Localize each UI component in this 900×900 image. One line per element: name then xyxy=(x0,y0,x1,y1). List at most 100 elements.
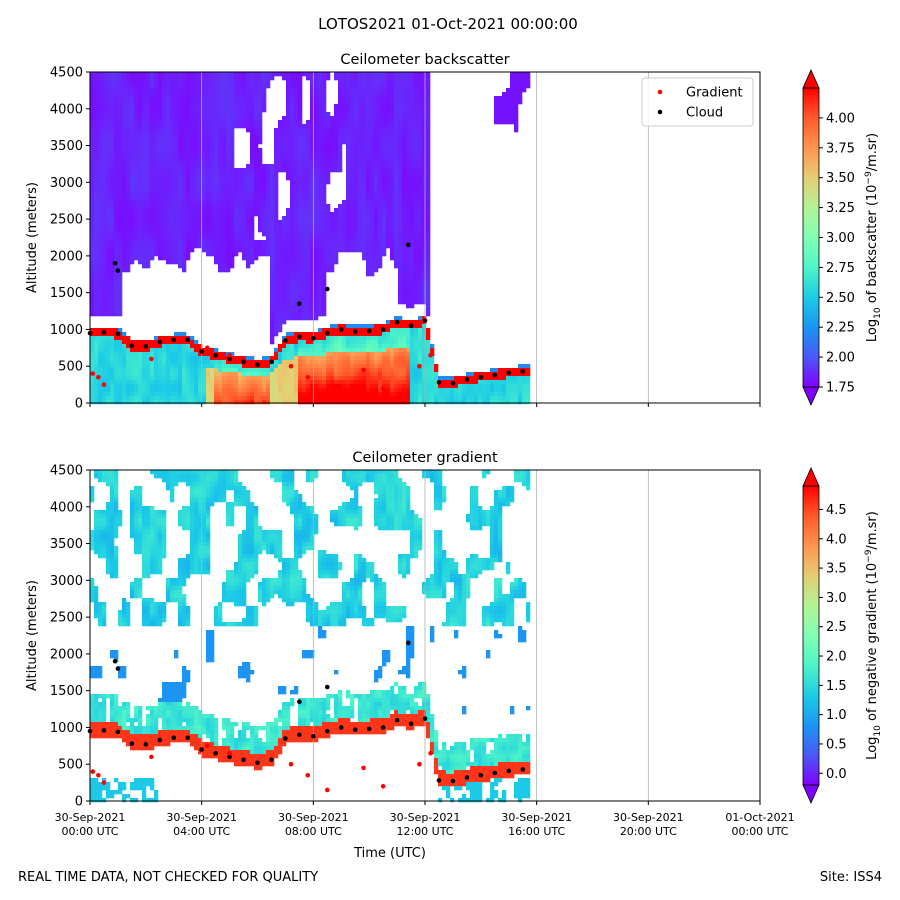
heatmap-cell xyxy=(350,132,355,137)
heatmap-cell xyxy=(154,116,159,121)
heatmap-cell xyxy=(182,124,187,129)
heatmap-cell xyxy=(290,312,295,317)
heatmap-cell xyxy=(210,368,215,373)
heatmap-cell xyxy=(110,168,115,173)
heatmap-cell xyxy=(186,148,191,153)
heatmap-cell xyxy=(222,200,227,205)
heatmap-cell xyxy=(198,384,203,389)
heatmap-cell xyxy=(166,160,171,165)
heatmap-cell xyxy=(98,184,103,189)
heatmap-cell xyxy=(262,400,267,405)
heatmap-cell xyxy=(286,104,291,109)
heatmap-cell xyxy=(206,368,211,373)
heatmap-cell xyxy=(210,204,215,209)
heatmap-cell xyxy=(374,256,379,261)
heatmap-cell xyxy=(190,84,195,89)
heatmap-cell xyxy=(150,176,155,181)
heatmap-cell xyxy=(206,144,211,149)
heatmap-cell xyxy=(130,352,135,357)
heatmap-cell xyxy=(346,388,351,393)
heatmap-cell xyxy=(274,200,279,205)
heatmap-cell xyxy=(162,224,167,229)
heatmap-cell xyxy=(138,260,143,265)
heatmap-cell xyxy=(174,204,179,209)
heatmap-cell xyxy=(390,360,395,365)
heatmap-cell xyxy=(182,192,187,197)
heatmap-cell xyxy=(114,72,119,77)
heatmap-cell xyxy=(282,304,287,309)
heatmap-cell xyxy=(366,136,371,141)
heatmap-cell xyxy=(302,340,307,345)
heatmap-cell xyxy=(102,112,107,117)
heatmap-cell xyxy=(282,256,287,261)
heatmap-cell xyxy=(346,92,351,97)
heatmap-cell xyxy=(118,264,123,269)
heatmap-cell xyxy=(318,400,323,405)
heatmap-cell xyxy=(294,180,299,185)
heatmap-cell xyxy=(374,156,379,161)
heatmap-cell xyxy=(226,104,231,109)
heatmap-cell xyxy=(162,352,167,357)
heatmap-cell xyxy=(330,236,335,241)
heatmap-cell xyxy=(234,176,239,181)
heatmap-cell xyxy=(298,384,303,389)
heatmap-cell xyxy=(306,276,311,281)
heatmap-cell xyxy=(386,152,391,157)
heatmap-cell xyxy=(382,340,387,345)
heatmap-cell xyxy=(222,160,227,165)
heatmap-cell xyxy=(322,180,327,185)
heatmap-cell xyxy=(290,76,295,81)
heatmap-cell xyxy=(354,144,359,149)
heatmap-cell xyxy=(90,328,95,333)
heatmap-cell xyxy=(170,92,175,97)
heatmap-cell xyxy=(98,356,103,361)
heatmap-cell xyxy=(130,364,135,369)
heatmap-cell xyxy=(326,164,331,169)
heatmap-cell xyxy=(386,356,391,361)
heatmap-cell xyxy=(234,248,239,253)
heatmap-cell xyxy=(326,216,331,221)
heatmap-cell xyxy=(374,168,379,173)
heatmap-cell xyxy=(394,124,399,129)
heatmap-cell xyxy=(250,192,255,197)
heatmap-cell xyxy=(194,384,199,389)
heatmap-cell xyxy=(322,300,327,305)
heatmap-cell xyxy=(114,356,119,361)
heatmap-cell xyxy=(226,224,231,229)
heatmap-cell xyxy=(102,100,107,105)
heatmap-cell xyxy=(278,328,283,333)
heatmap-cell xyxy=(102,400,107,405)
heatmap-cell xyxy=(218,400,223,405)
heatmap-cell xyxy=(322,268,327,273)
heatmap-cell xyxy=(230,384,235,389)
heatmap-cell xyxy=(386,372,391,377)
heatmap-cell xyxy=(130,188,135,193)
heatmap-cell xyxy=(150,248,155,253)
heatmap-cell xyxy=(94,280,99,285)
heatmap-cell xyxy=(218,224,223,229)
heatmap-cell xyxy=(230,248,235,253)
heatmap-cell xyxy=(210,192,215,197)
heatmap-cell xyxy=(314,136,319,141)
heatmap-cell xyxy=(210,160,215,165)
heatmap-cell xyxy=(322,256,327,261)
heatmap-cell xyxy=(218,96,223,101)
heatmap-cell xyxy=(90,140,95,145)
heatmap-cell xyxy=(118,328,123,333)
heatmap-cell xyxy=(318,288,323,293)
heatmap-cell xyxy=(294,220,299,225)
heatmap-cell xyxy=(306,148,311,153)
heatmap-cell xyxy=(306,208,311,213)
heatmap-cell xyxy=(122,152,127,157)
heatmap-cell xyxy=(94,296,99,301)
heatmap-cell xyxy=(202,388,207,393)
heatmap-cell xyxy=(274,328,279,333)
heatmap-cell xyxy=(386,348,391,353)
heatmap-cell xyxy=(282,128,287,133)
heatmap-cell xyxy=(150,104,155,109)
heatmap-cell xyxy=(170,384,175,389)
heatmap-cell xyxy=(294,316,299,321)
heatmap-cell xyxy=(314,272,319,277)
heatmap-cell xyxy=(118,368,123,373)
heatmap-cell xyxy=(358,204,363,209)
